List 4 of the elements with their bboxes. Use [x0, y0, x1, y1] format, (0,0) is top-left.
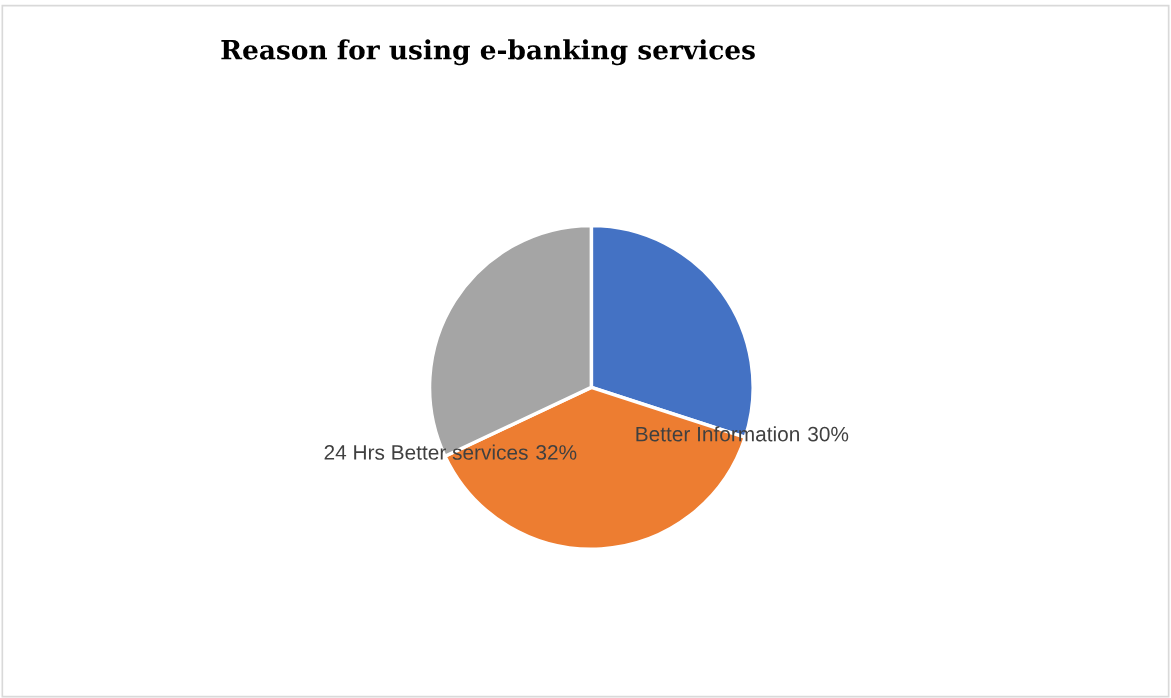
data-label: 30%	[808, 426, 849, 442]
data-label: 32%	[536, 445, 577, 460]
chart-title: Reason for using e-banking services	[221, 39, 755, 66]
slice-label: 24 Hrs Better services	[324, 444, 528, 460]
